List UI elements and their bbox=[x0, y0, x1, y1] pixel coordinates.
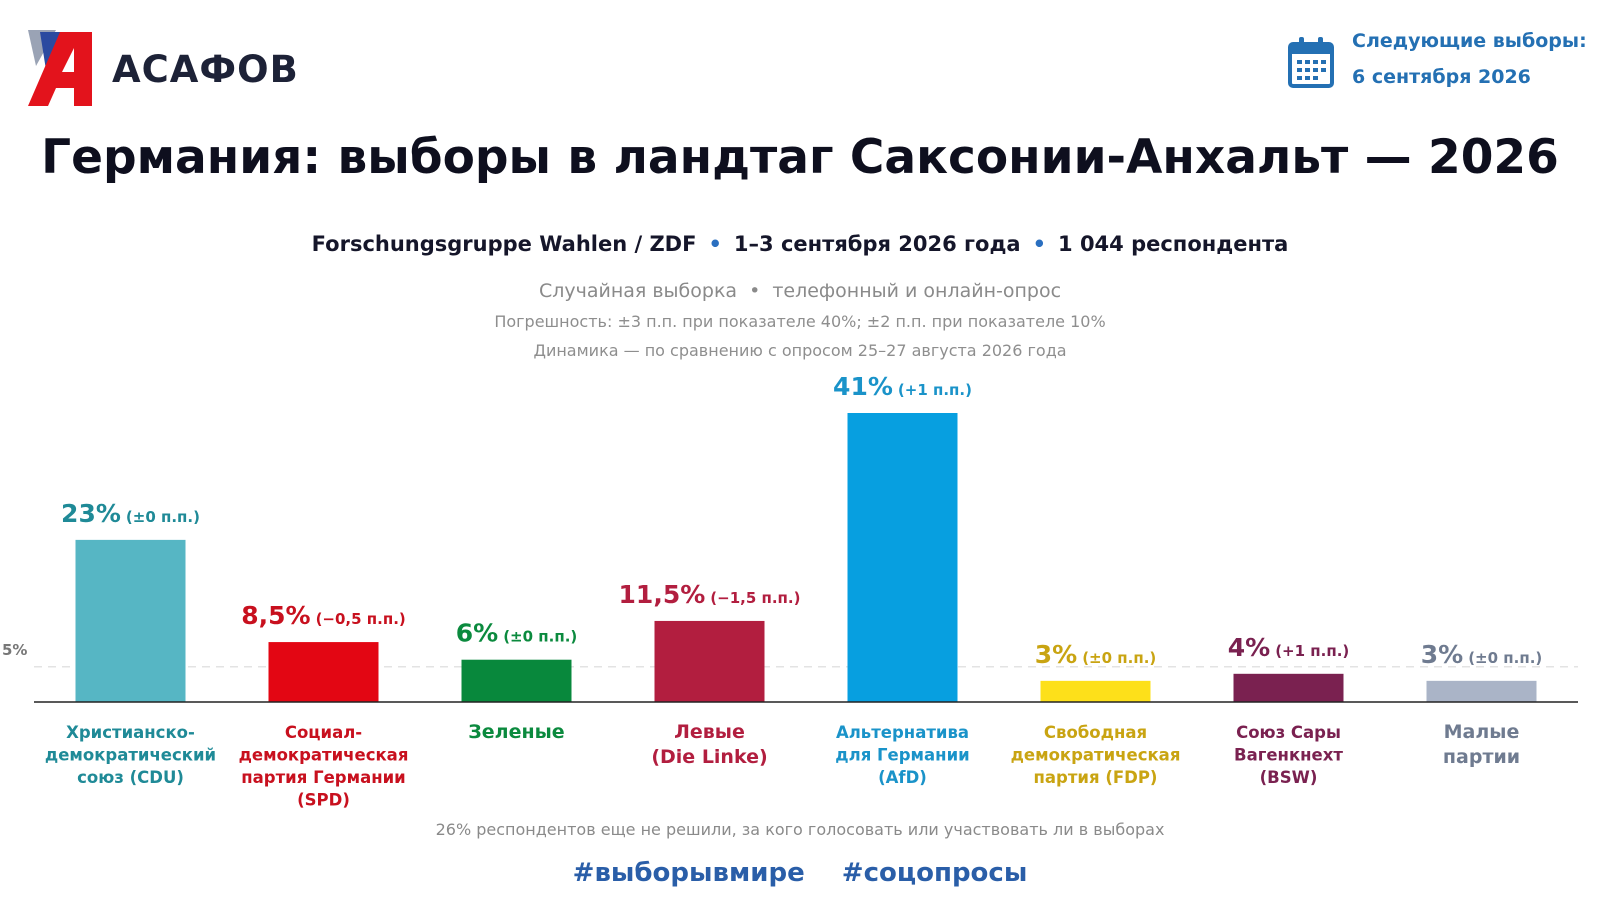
category-label-3: Левые (Die Linke) bbox=[651, 721, 767, 768]
separator-dot: • bbox=[749, 280, 761, 302]
category-line: партия Германии bbox=[241, 768, 405, 787]
value-percent: 41% bbox=[833, 372, 893, 401]
category-line: Зеленые bbox=[468, 721, 564, 743]
hashtag-polls[interactable]: #соцопросы bbox=[841, 858, 1028, 888]
bar-5 bbox=[1040, 680, 1151, 702]
value-percent: 3% bbox=[1421, 640, 1463, 669]
category-line: (BSW) bbox=[1260, 768, 1318, 787]
page-title: Германия: выборы в ландтаг Саксонии-Анха… bbox=[41, 130, 1559, 185]
category-line: Социал- bbox=[285, 723, 362, 742]
letter-a-logo-icon bbox=[28, 30, 92, 106]
bar-3 bbox=[654, 620, 765, 702]
category-line: партия (FDP) bbox=[1034, 768, 1158, 787]
bar-1 bbox=[268, 642, 379, 702]
value-label-6: 4% (+1 п.п.) bbox=[1228, 633, 1350, 662]
value-change: (+1 п.п.) bbox=[898, 381, 972, 399]
category-label-7: Малые партии bbox=[1443, 721, 1520, 768]
dynamics-note: Динамика — по сравнению с опросом 25–27 … bbox=[533, 341, 1067, 360]
category-line: Малые bbox=[1444, 721, 1520, 743]
value-percent: 3% bbox=[1035, 640, 1077, 669]
category-line: для Германии bbox=[835, 746, 969, 765]
bar-7 bbox=[1426, 680, 1537, 702]
value-change: (−1,5 п.п.) bbox=[710, 589, 800, 607]
value-label-1: 8,5% (−0,5 п.п.) bbox=[241, 601, 406, 630]
next-election-label: Следующие выборы: bbox=[1352, 30, 1587, 52]
category-label-2: Зеленые bbox=[468, 721, 564, 743]
category-label-4: Альтернатива для Германии (AfD) bbox=[835, 723, 969, 787]
bar-0 bbox=[75, 539, 186, 702]
hashtag-elections[interactable]: #выборывмире bbox=[572, 858, 805, 888]
value-percent: 11,5% bbox=[619, 580, 706, 609]
poll-dates: 1–3 сентября 2026 года bbox=[733, 232, 1021, 256]
category-line: Альтернатива bbox=[836, 723, 969, 742]
category-label-5: Свободная демократическая партия (FDP) bbox=[1011, 723, 1181, 787]
category-line: союз (CDU) bbox=[77, 768, 184, 787]
value-change: (±0 п.п.) bbox=[1468, 649, 1542, 667]
threshold-label: 5% bbox=[2, 641, 27, 659]
value-percent: 8,5% bbox=[241, 601, 310, 630]
value-label-3: 11,5% (−1,5 п.п.) bbox=[619, 580, 801, 609]
poll-source: Forschungsgruppe Wahlen / ZDF bbox=[311, 232, 697, 256]
value-change: (±0 п.п.) bbox=[503, 628, 577, 646]
poll-info: Forschungsgruppe Wahlen / ZDF • 1–3 сентяб… bbox=[0, 232, 1600, 256]
category-line: (AfD) bbox=[878, 768, 927, 787]
category-line: (SPD) bbox=[297, 791, 350, 810]
value-percent: 6% bbox=[456, 619, 498, 648]
value-label-2: 6% (±0 п.п.) bbox=[456, 619, 578, 648]
value-label-7: 3% (±0 п.п.) bbox=[1421, 640, 1543, 669]
next-election-date: 6 сентября 2026 bbox=[1352, 66, 1531, 88]
category-label-1: Социал-демократическая партия Германии (SP… bbox=[239, 723, 409, 810]
value-change: (±0 п.п.) bbox=[1082, 649, 1156, 667]
category-line: Свободная bbox=[1044, 723, 1147, 742]
category-line: демократическая bbox=[1011, 746, 1181, 765]
category-line: Союз Сары bbox=[1236, 723, 1341, 742]
next-election: Следующие выборы: 6 сентября 2026 bbox=[1288, 30, 1598, 94]
category-line: демократическая bbox=[239, 746, 409, 765]
value-change: (+1 п.п.) bbox=[1275, 642, 1349, 660]
category-line: демократический bbox=[45, 746, 216, 765]
value-label-4: 41% (+1 п.п.) bbox=[833, 372, 972, 401]
category-label-6: Союз Сары Вагенкнехт (BSW) bbox=[1234, 723, 1343, 787]
calendar-icon bbox=[1288, 37, 1334, 88]
category-line: (Die Linke) bbox=[651, 746, 767, 768]
methodology-line: Случайная выборка • телефонный и онлайн-оп… bbox=[0, 280, 1600, 302]
bar-6 bbox=[1233, 673, 1344, 702]
separator-dot: • bbox=[1032, 232, 1047, 256]
category-line: партии bbox=[1443, 746, 1520, 768]
sampling-method: Случайная выборка bbox=[538, 280, 738, 302]
category-line: Вагенкнехт bbox=[1234, 746, 1343, 765]
category-line: Христианско- bbox=[66, 723, 195, 742]
value-label-0: 23% (±0 п.п.) bbox=[61, 499, 200, 528]
value-change: (−0,5 п.п.) bbox=[316, 610, 406, 628]
survey-mode: телефонный и онлайн-опрос bbox=[772, 280, 1062, 302]
category-line: Левые bbox=[674, 721, 745, 743]
value-percent: 23% bbox=[61, 499, 121, 528]
bar-4 bbox=[847, 413, 958, 702]
value-label-5: 3% (±0 п.п.) bbox=[1035, 640, 1157, 669]
brand-logo: АСАФОВ bbox=[26, 26, 298, 110]
value-percent: 4% bbox=[1228, 633, 1270, 662]
bar-2 bbox=[461, 659, 572, 702]
undecided-footnote: 26% респондентов еще не решили, за кого … bbox=[435, 820, 1165, 839]
margin-of-error: Погрешность: ±3 п.п. при показателе 40%;… bbox=[494, 312, 1106, 331]
brand-name: АСАФОВ bbox=[112, 48, 299, 91]
separator-dot: • bbox=[708, 232, 722, 256]
hashtags: #выборывмире #соцопросы bbox=[0, 858, 1600, 888]
value-change: (±0 п.п.) bbox=[126, 508, 200, 526]
category-label-0: Христианско-демократический союз (CDU) bbox=[45, 723, 216, 787]
poll-respondents: 1 044 респондента bbox=[1058, 232, 1289, 256]
